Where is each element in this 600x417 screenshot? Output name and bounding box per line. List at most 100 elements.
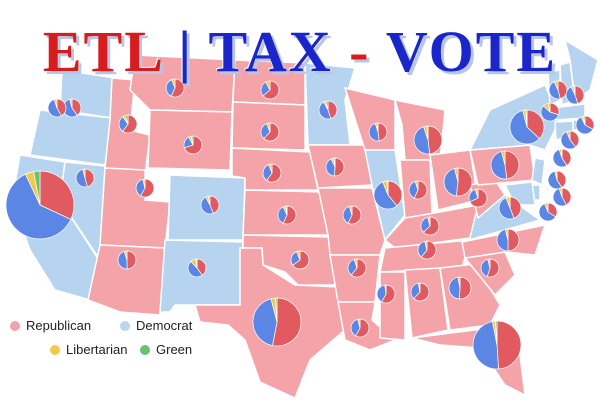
pie-slice-mn-democrat	[318, 101, 332, 120]
state-or	[29, 109, 113, 166]
pie-slice-mn-green	[325, 100, 329, 111]
pie-nd	[260, 80, 280, 100]
map-title: ETL | TAX - VOTE	[0, 18, 600, 85]
pie-slice-vt-green	[547, 102, 551, 113]
pie-slice-al-republican	[413, 282, 430, 302]
legend-swatch-republican	[10, 320, 20, 331]
pie-fl	[472, 320, 522, 370]
pie-slice-ar-libertarian	[353, 258, 358, 269]
pie-slice-ri-libertarian	[566, 130, 571, 141]
pie-slice-ne-republican	[266, 163, 282, 183]
pie-la	[350, 318, 370, 338]
pie-slice-ok-republican	[292, 250, 310, 270]
pie-ky	[420, 216, 440, 236]
pie-slice-nv-democrat	[75, 168, 88, 188]
legend: Republican Democrat Libertarian Green	[10, 318, 240, 366]
legend-label-democrat: Democrat	[136, 318, 193, 333]
pie-ri	[560, 130, 580, 150]
pie-slice-nm-republican	[196, 258, 207, 276]
pie-slice-mt-republican	[170, 78, 185, 98]
pie-nm	[187, 258, 207, 278]
legend-item-green: Green	[140, 342, 192, 357]
title-dash: -	[332, 19, 386, 84]
pie-wi	[368, 122, 388, 142]
pie-slice-ct-democrat	[552, 148, 568, 168]
pie-slice-az-libertarian	[123, 250, 128, 261]
pie-ar	[347, 258, 367, 278]
pie-slice-in-libertarian	[414, 180, 419, 191]
title-part-tax: TAX	[208, 19, 333, 84]
pie-il	[373, 180, 403, 210]
pie-slice-ok-libertarian	[296, 250, 301, 261]
pie-slice-la-democrat	[350, 318, 361, 337]
pie-slice-md-democrat	[538, 203, 557, 222]
pie-slice-az-republican	[126, 250, 137, 270]
pie-slice-ms-libertarian	[384, 284, 387, 295]
pie-slice-ma-democrat	[575, 116, 594, 135]
pie-mt	[165, 78, 185, 98]
pie-slice-nv-libertarian	[82, 168, 86, 179]
pie-slice-sd-libertarian	[266, 122, 271, 133]
pie-slice-il-democrat	[373, 181, 398, 210]
pie-slice-mt-democrat	[165, 79, 176, 97]
pie-slice-mi-republican	[427, 125, 443, 155]
pie-slice-mo-democrat	[342, 205, 353, 224]
pie-slice-va-democrat	[498, 197, 515, 220]
pie-slice-ut-republican	[140, 178, 155, 198]
pie-sc	[480, 258, 500, 278]
pie-tn	[417, 240, 437, 260]
pie-slice-ms-republican	[381, 284, 396, 304]
state-ut	[99, 167, 171, 249]
pie-nh	[548, 80, 568, 100]
pie-vt	[540, 102, 560, 122]
pie-slice-oh-democrat	[443, 168, 459, 197]
pie-slice-fl-republican	[496, 320, 522, 370]
state-ms	[379, 271, 406, 341]
pie-me	[565, 85, 585, 105]
pie-nj	[547, 170, 567, 190]
pie-slice-wv-republican	[469, 188, 488, 208]
legend-swatch-libertarian	[50, 344, 60, 355]
legend-item-republican: Republican	[10, 318, 91, 333]
pie-slice-id-green	[124, 114, 129, 125]
pie-slice-ga-republican	[458, 276, 472, 300]
pie-slice-co-green	[207, 195, 211, 206]
title-part-etl: ETL	[42, 19, 162, 84]
pie-mi	[413, 125, 443, 155]
pie-slice-tx-democrat	[252, 298, 278, 346]
pie-slice-mo-libertarian	[348, 205, 353, 216]
pie-slice-az-democrat	[117, 250, 128, 270]
pie-slice-me-green	[573, 85, 576, 96]
pie-ut	[135, 178, 155, 198]
pie-slice-sc-libertarian	[487, 258, 491, 269]
pie-slice-vt-democrat	[540, 105, 560, 122]
pie-va	[498, 196, 522, 220]
pie-slice-oh-libertarian	[454, 167, 459, 183]
pie-slice-nm-democrat	[187, 260, 203, 278]
pie-md	[538, 202, 558, 222]
pie-slice-ri-democrat	[560, 131, 577, 150]
pie-slice-ks-green	[285, 205, 288, 216]
legend-swatch-green	[140, 344, 150, 355]
pie-slice-mo-republican	[347, 205, 362, 225]
pie-slice-or-democrat	[47, 98, 62, 118]
pie-slice-ks-republican	[282, 205, 297, 225]
title-part-vote: VOTE	[385, 19, 558, 84]
pie-slice-nd-republican	[262, 80, 280, 100]
pie-slice-ne-libertarian	[268, 163, 273, 174]
pie-slice-ky-republican	[422, 216, 440, 236]
pie-slice-ca-democrat	[5, 173, 72, 240]
pie-slice-wi-republican	[377, 122, 388, 142]
pie-mn	[318, 100, 338, 120]
pie-ca	[5, 170, 75, 240]
legend-label-republican: Republican	[26, 318, 92, 333]
pie-ny	[509, 109, 545, 145]
pie-slice-mn-republican	[327, 100, 338, 120]
pie-slice-ny-democrat	[509, 110, 540, 145]
pie-slice-sc-democrat	[480, 258, 491, 278]
pie-slice-ut-libertarian	[142, 178, 146, 189]
pie-pa	[490, 150, 520, 180]
pie-slice-nm-green	[195, 258, 198, 269]
pie-slice-ms-democrat	[376, 284, 387, 303]
